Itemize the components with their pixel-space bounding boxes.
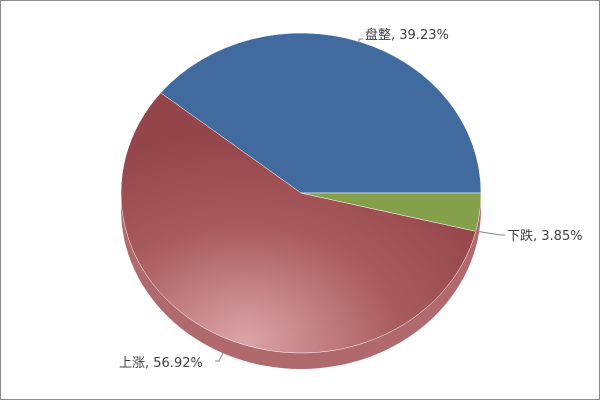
leader-line-shangzhang [215,352,224,362]
pie-slice-2[interactable] [120,92,477,354]
leader-line-panzheng [358,38,363,43]
leader-line-xiadie [474,230,505,236]
label-panzheng: 盘整, 39.23% [365,27,449,43]
label-shangzhang: 上涨, 56.92% [119,356,203,371]
label-xiadie: 下跌, 3.85% [507,228,583,244]
pie-slice-1[interactable] [160,32,482,194]
